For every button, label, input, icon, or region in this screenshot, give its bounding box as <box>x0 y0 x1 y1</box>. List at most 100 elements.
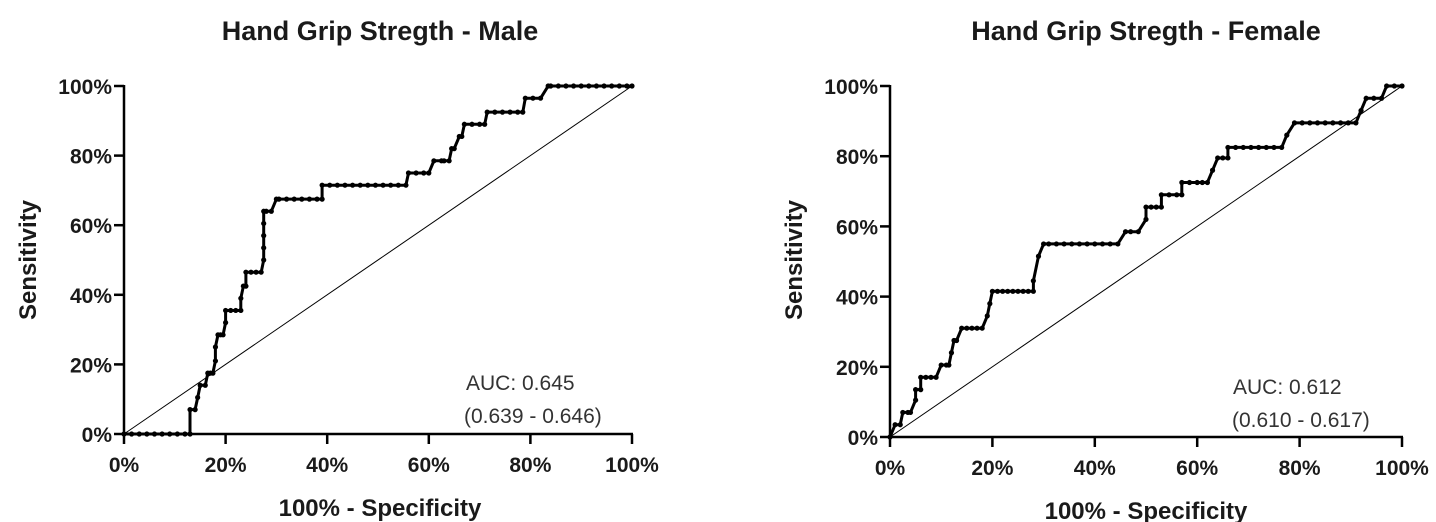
roc-point <box>1314 120 1321 126</box>
roc-point <box>261 257 267 263</box>
roc-point <box>1391 83 1397 89</box>
roc-point <box>1233 144 1239 151</box>
x-tick-label: 40% <box>306 454 348 477</box>
x-tick-label: 40% <box>1074 457 1116 480</box>
roc-point <box>238 295 244 301</box>
roc-point <box>243 283 249 289</box>
roc-point <box>459 133 465 140</box>
auc-label: AUC: 0.612 <box>1233 376 1342 399</box>
x-tick-label: 0% <box>875 457 906 480</box>
roc-point <box>380 182 386 188</box>
roc-point <box>520 109 526 115</box>
roc-point <box>586 83 592 89</box>
roc-point <box>887 434 893 440</box>
roc-point <box>492 109 498 115</box>
roc-point <box>1107 241 1113 247</box>
roc-point <box>223 320 229 326</box>
roc-point <box>923 374 929 380</box>
roc-point <box>979 325 985 331</box>
roc-point <box>319 196 325 202</box>
roc-point <box>212 358 219 364</box>
roc-point <box>1158 192 1164 198</box>
roc-point <box>327 182 333 188</box>
roc-point <box>1122 229 1129 235</box>
roc-point <box>283 196 290 202</box>
roc-point <box>261 245 267 251</box>
roc-point <box>484 109 490 115</box>
roc-point <box>548 83 554 89</box>
y-tick-label: 100% <box>824 76 878 99</box>
roc-point <box>1263 144 1269 151</box>
roc-point <box>989 288 996 294</box>
roc-point <box>1076 241 1083 247</box>
roc-point <box>388 182 394 188</box>
roc-point <box>987 301 993 307</box>
roc-point <box>959 325 965 331</box>
roc-point <box>446 158 452 164</box>
chart-title: Hand Grip Stregth - Female <box>971 16 1321 46</box>
roc-point <box>1143 204 1149 210</box>
y-tick-label: 20% <box>836 357 878 380</box>
roc-point <box>907 409 914 416</box>
roc-point <box>421 170 427 176</box>
y-tick-label: 40% <box>836 287 878 310</box>
roc-point <box>1115 241 1121 247</box>
x-tick-label: 100% <box>605 454 659 477</box>
roc-point <box>1337 120 1344 126</box>
roc-point <box>243 269 249 275</box>
roc-point <box>469 121 475 127</box>
y-tick-label: 100% <box>58 76 112 99</box>
roc-point <box>1186 179 1193 186</box>
y-tick-label: 0% <box>82 424 113 447</box>
roc-point <box>1128 229 1134 235</box>
roc-point <box>1330 120 1336 126</box>
roc-point <box>1135 229 1141 235</box>
roc-point <box>578 83 584 89</box>
roc-point <box>276 196 282 202</box>
roc-point <box>1000 288 1006 294</box>
x-axis-label: 100% - Specificity <box>279 495 482 522</box>
roc-point <box>515 109 521 115</box>
roc-point <box>1035 253 1042 259</box>
roc-point <box>897 422 903 428</box>
x-tick-label: 80% <box>1279 457 1321 480</box>
roc-point <box>1384 83 1390 89</box>
roc-point <box>1353 120 1359 126</box>
roc-point <box>570 83 577 89</box>
roc-point <box>212 344 219 350</box>
roc-point <box>1225 155 1231 161</box>
roc-point <box>1041 241 1047 247</box>
roc-point <box>365 182 371 188</box>
roc-point <box>482 121 488 127</box>
x-tick-label: 0% <box>109 454 140 477</box>
roc-point <box>522 95 528 101</box>
roc-point <box>938 362 944 368</box>
reference-line <box>889 85 1403 438</box>
roc-point <box>984 313 990 319</box>
roc-point <box>223 307 229 314</box>
roc-point <box>426 170 432 176</box>
roc-point <box>342 182 348 188</box>
x-tick-label: 60% <box>1176 457 1218 480</box>
roc-point <box>182 431 188 437</box>
roc-point <box>918 374 924 380</box>
roc-point <box>129 431 135 437</box>
y-tick-label: 60% <box>836 216 878 239</box>
roc-point <box>334 182 340 188</box>
roc-point <box>1005 288 1011 294</box>
roc-point <box>405 170 412 176</box>
y-tick-label: 80% <box>836 146 878 169</box>
roc-point <box>261 233 267 239</box>
roc-point <box>928 374 934 380</box>
roc-point <box>1225 144 1231 151</box>
roc-point <box>537 95 544 101</box>
roc-point <box>1271 144 1277 151</box>
roc-point <box>1069 241 1075 247</box>
roc-point <box>1061 241 1067 247</box>
roc-point <box>1322 120 1328 126</box>
roc-point <box>1204 179 1211 186</box>
roc-point <box>499 109 506 115</box>
roc-point <box>253 269 259 275</box>
x-tick-label: 20% <box>205 454 247 477</box>
